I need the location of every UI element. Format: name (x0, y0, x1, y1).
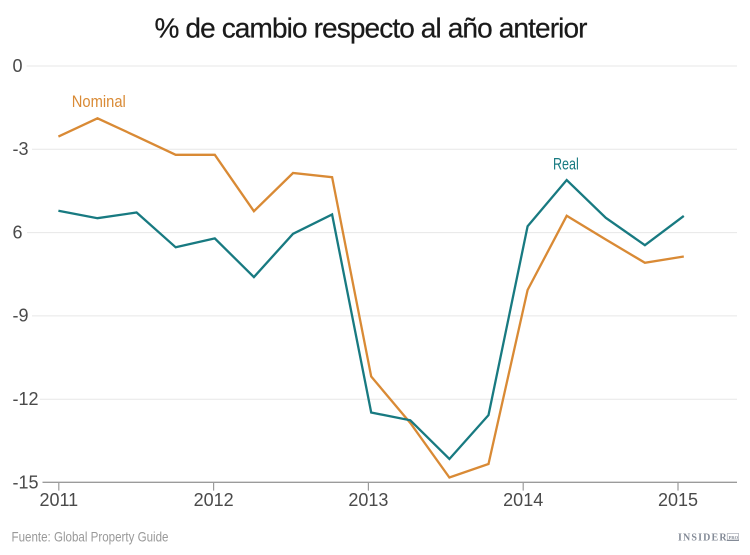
svg-text:-12: -12 (13, 389, 39, 409)
svg-text:Fuente: Global Property Guide: Fuente: Global Property Guide (12, 529, 169, 545)
svg-text:6: 6 (13, 222, 23, 242)
svg-text:PRO: PRO (729, 535, 739, 540)
svg-text:0: 0 (13, 56, 23, 76)
svg-text:2013: 2013 (348, 490, 388, 510)
svg-text:Nominal: Nominal (72, 93, 126, 111)
svg-text:2015: 2015 (658, 490, 698, 510)
svg-text:2011: 2011 (39, 490, 78, 510)
svg-text:2014: 2014 (503, 490, 543, 510)
svg-text:INSIDER: INSIDER (678, 532, 728, 543)
svg-text:2012: 2012 (194, 490, 234, 510)
svg-text:-15: -15 (13, 472, 39, 492)
svg-text:-3: -3 (13, 139, 29, 159)
svg-text:% de cambio respecto al año an: % de cambio respecto al año anterior (155, 13, 588, 44)
svg-text:Real: Real (553, 155, 579, 173)
svg-text:-9: -9 (13, 306, 29, 326)
